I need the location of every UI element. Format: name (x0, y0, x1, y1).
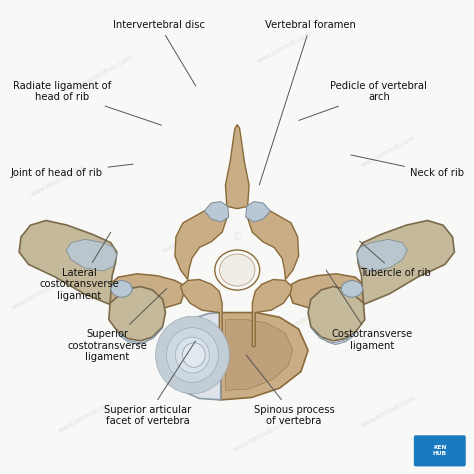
Polygon shape (308, 220, 455, 341)
Text: Spinous process
of vertebra: Spinous process of vertebra (246, 355, 334, 426)
Polygon shape (19, 220, 165, 341)
Text: Lateral
costotransverse
ligament: Lateral costotransverse ligament (39, 232, 119, 301)
Polygon shape (108, 274, 186, 311)
Text: www.kenhub.com: www.kenhub.com (57, 399, 115, 434)
Polygon shape (247, 206, 299, 280)
Polygon shape (252, 280, 292, 346)
Text: Intervertebral disc: Intervertebral disc (113, 20, 205, 86)
Text: www.kenhub.com: www.kenhub.com (279, 300, 337, 335)
Ellipse shape (175, 337, 210, 373)
Polygon shape (287, 274, 366, 311)
Text: Superior articular
facet of vertebra: Superior articular facet of vertebra (104, 341, 196, 426)
Text: Pedicle of vertebral
arch: Pedicle of vertebral arch (299, 81, 428, 120)
Text: www.kenhub.com: www.kenhub.com (29, 163, 87, 198)
Text: Neck of rib: Neck of rib (351, 155, 464, 178)
Ellipse shape (215, 250, 260, 290)
Text: www.kenhub.com: www.kenhub.com (10, 276, 68, 311)
Text: www.kenhub.com: www.kenhub.com (388, 257, 446, 292)
Polygon shape (66, 239, 117, 271)
Text: Superior
costotransverse
ligament: Superior costotransverse ligament (67, 289, 167, 362)
Text: Tubercle of rib: Tubercle of rib (360, 241, 431, 278)
Text: www.kenhub.com: www.kenhub.com (76, 55, 134, 89)
Polygon shape (164, 312, 221, 400)
Text: Radiate ligament of
head of rib: Radiate ligament of head of rib (13, 81, 162, 125)
Polygon shape (118, 328, 163, 345)
Ellipse shape (341, 281, 363, 297)
Polygon shape (311, 328, 356, 345)
Polygon shape (204, 201, 229, 222)
Polygon shape (175, 206, 227, 280)
Ellipse shape (182, 343, 205, 367)
Text: www.kenhub.com: www.kenhub.com (161, 220, 219, 254)
Text: Costotransverse
ligament: Costotransverse ligament (326, 270, 412, 351)
Ellipse shape (219, 254, 255, 286)
Text: www.kenhub.com: www.kenhub.com (255, 31, 313, 65)
Polygon shape (246, 201, 270, 222)
Polygon shape (181, 280, 222, 346)
Text: www.kenhub.com: www.kenhub.com (232, 418, 290, 453)
Text: KEN
HUB: KEN HUB (433, 446, 447, 456)
Ellipse shape (155, 316, 229, 394)
Polygon shape (226, 125, 249, 209)
Text: ©: © (232, 232, 243, 242)
Ellipse shape (111, 281, 132, 297)
Polygon shape (357, 239, 407, 271)
Text: Vertebral foramen: Vertebral foramen (259, 20, 356, 185)
Polygon shape (226, 319, 293, 391)
Text: www.kenhub.com: www.kenhub.com (360, 135, 417, 169)
Ellipse shape (166, 328, 219, 383)
Text: www.kenhub.com: www.kenhub.com (360, 394, 417, 429)
Text: Joint of head of rib: Joint of head of rib (10, 164, 133, 178)
FancyBboxPatch shape (414, 435, 466, 466)
Polygon shape (221, 312, 308, 400)
